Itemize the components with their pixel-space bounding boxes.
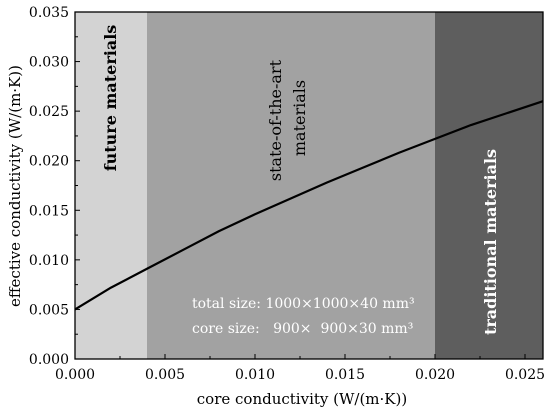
series-line-0	[74, 100, 544, 311]
region-label-future: future materials	[101, 25, 120, 172]
y-tick-label-2: 0.010	[29, 253, 69, 269]
region-labels: future materials state-of-the-art materi…	[101, 25, 500, 335]
x-tick-label-4: 0.020	[415, 367, 455, 383]
x-tick-label-1: 0.005	[145, 367, 185, 383]
region-label-state-of-the-art-line2: materials	[290, 80, 309, 156]
y-tick-label-4: 0.020	[29, 154, 69, 170]
y-tick-label-7: 0.035	[29, 5, 69, 21]
x-axis-title: core conductivity (W/(m·K))	[197, 390, 407, 408]
x-tick-label-3: 0.015	[325, 367, 365, 383]
x-tick-label-5: 0.025	[505, 367, 545, 383]
region-label-traditional: traditional materials	[481, 149, 500, 335]
region-label-state-of-the-art: state-of-the-art materials	[266, 55, 309, 181]
x-tick-label-0: 0.000	[55, 367, 95, 383]
y-tick-label-6: 0.030	[29, 55, 69, 71]
region-band-2	[435, 12, 543, 359]
region-bands	[75, 12, 543, 359]
y-tick-label-1: 0.005	[29, 302, 69, 318]
x-axis: 0.000 0.005 0.010 0.015 0.020 0.025	[55, 354, 545, 383]
y-tick-label-3: 0.015	[29, 203, 69, 219]
region-band-1	[147, 12, 435, 359]
annotation-total-size: total size: 1000×1000×40 mm³	[192, 296, 415, 312]
y-tick-label-5: 0.025	[29, 104, 69, 120]
x-tick-label-2: 0.010	[235, 367, 275, 383]
region-label-state-of-the-art-line1: state-of-the-art	[266, 59, 285, 181]
annotation-core-size: core size: 900× 900×30 mm³	[192, 321, 413, 337]
y-axis: 0.000 0.005 0.010 0.015 0.020 0.025 0.030 0.035	[29, 5, 80, 368]
series-lines	[74, 100, 544, 311]
annotations: total size: 1000×1000×40 mm³ core size: …	[192, 296, 415, 337]
y-axis-title: effective conductivity (W/(m·K))	[6, 65, 24, 307]
y-tick-label-0: 0.000	[29, 352, 69, 368]
